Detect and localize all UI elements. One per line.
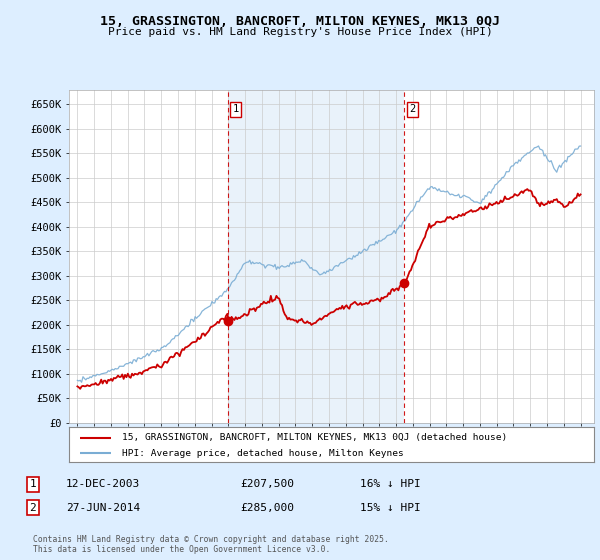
Text: 15, GRASSINGTON, BANCROFT, MILTON KEYNES, MK13 0QJ: 15, GRASSINGTON, BANCROFT, MILTON KEYNES… <box>100 15 500 28</box>
Text: Contains HM Land Registry data © Crown copyright and database right 2025.
This d: Contains HM Land Registry data © Crown c… <box>33 535 389 554</box>
Text: 1: 1 <box>233 104 239 114</box>
Text: HPI: Average price, detached house, Milton Keynes: HPI: Average price, detached house, Milt… <box>121 449 403 458</box>
Text: 2: 2 <box>29 503 37 513</box>
Text: 12-DEC-2003: 12-DEC-2003 <box>66 479 140 489</box>
Text: Price paid vs. HM Land Registry's House Price Index (HPI): Price paid vs. HM Land Registry's House … <box>107 27 493 38</box>
Text: 27-JUN-2014: 27-JUN-2014 <box>66 503 140 513</box>
Bar <box>227 90 404 423</box>
Text: 2: 2 <box>409 104 416 114</box>
Text: 15, GRASSINGTON, BANCROFT, MILTON KEYNES, MK13 0QJ (detached house): 15, GRASSINGTON, BANCROFT, MILTON KEYNES… <box>121 433 507 442</box>
Text: £207,500: £207,500 <box>240 479 294 489</box>
Text: £285,000: £285,000 <box>240 503 294 513</box>
Text: 16% ↓ HPI: 16% ↓ HPI <box>360 479 421 489</box>
Text: 1: 1 <box>29 479 37 489</box>
Text: 15% ↓ HPI: 15% ↓ HPI <box>360 503 421 513</box>
